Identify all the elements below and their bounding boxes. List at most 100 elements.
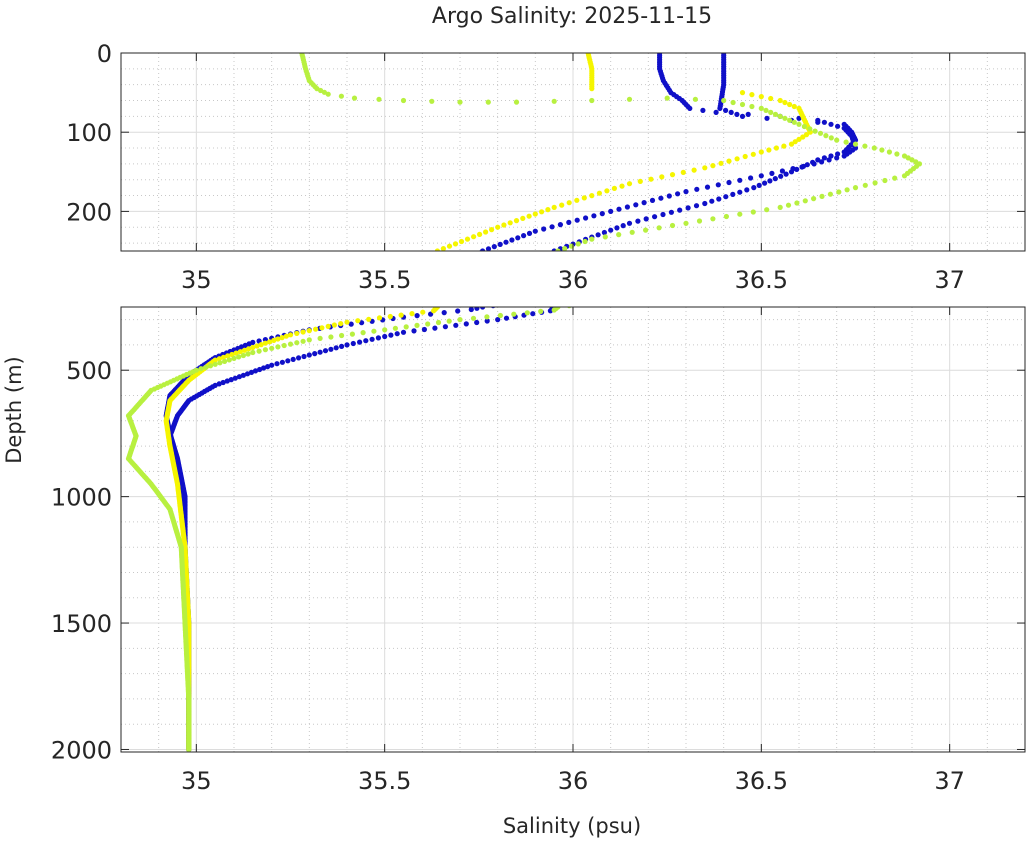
data-point bbox=[306, 337, 312, 343]
data-point bbox=[186, 746, 192, 752]
data-point bbox=[702, 165, 708, 171]
data-point bbox=[440, 246, 446, 251]
data-point bbox=[819, 193, 825, 199]
data-point bbox=[220, 379, 226, 386]
data-point bbox=[739, 90, 746, 96]
data-point bbox=[693, 203, 700, 209]
data-point bbox=[541, 226, 547, 232]
data-point bbox=[339, 343, 345, 349]
data-point bbox=[583, 215, 589, 221]
data-point bbox=[317, 335, 323, 341]
data-point bbox=[872, 180, 878, 186]
y-tick-label: 200 bbox=[66, 198, 112, 226]
data-point bbox=[589, 236, 595, 242]
lower-grid bbox=[120, 307, 1026, 752]
data-point bbox=[802, 198, 808, 204]
data-point bbox=[250, 344, 256, 351]
data-point bbox=[769, 170, 775, 176]
data-point bbox=[749, 103, 755, 110]
data-point bbox=[216, 356, 222, 362]
data-point bbox=[526, 230, 533, 236]
data-point bbox=[643, 216, 649, 222]
data-point bbox=[351, 95, 358, 101]
data-point bbox=[545, 207, 551, 213]
data-point bbox=[455, 308, 461, 314]
data-point bbox=[495, 317, 501, 323]
data-point bbox=[768, 109, 774, 115]
data-point bbox=[619, 183, 625, 189]
y-tick-label: 100 bbox=[66, 119, 112, 147]
data-point bbox=[287, 341, 294, 347]
data-point bbox=[823, 133, 829, 139]
data-point bbox=[281, 342, 287, 349]
data-point bbox=[241, 347, 248, 353]
data-point bbox=[457, 99, 463, 105]
data-point bbox=[611, 185, 618, 191]
data-point bbox=[787, 101, 793, 108]
data-point bbox=[834, 137, 840, 143]
data-point bbox=[828, 121, 834, 127]
data-point bbox=[233, 350, 239, 356]
data-point bbox=[821, 119, 828, 125]
data-point bbox=[322, 348, 329, 354]
data-point bbox=[766, 147, 772, 153]
data-point bbox=[348, 321, 354, 327]
data-point bbox=[828, 135, 834, 141]
data-point bbox=[198, 366, 204, 372]
data-point bbox=[608, 208, 614, 214]
data-point bbox=[232, 375, 238, 381]
data-point bbox=[817, 130, 824, 136]
data-point bbox=[589, 86, 595, 92]
data-point bbox=[624, 204, 631, 210]
data-point bbox=[562, 246, 568, 251]
data-point bbox=[728, 109, 734, 115]
data-point bbox=[252, 368, 259, 374]
data-point bbox=[602, 234, 608, 240]
data-point bbox=[420, 309, 426, 315]
data-point bbox=[477, 231, 483, 237]
data-point bbox=[480, 307, 486, 310]
data-point bbox=[258, 342, 264, 348]
data-point bbox=[792, 139, 798, 145]
data-point bbox=[659, 174, 665, 180]
data-point bbox=[434, 248, 440, 251]
data-point bbox=[246, 346, 252, 352]
data-point bbox=[772, 111, 779, 117]
data-point bbox=[441, 310, 447, 316]
data-point bbox=[338, 93, 344, 99]
data-point bbox=[882, 177, 888, 184]
data-point bbox=[521, 233, 527, 239]
data-point bbox=[726, 179, 732, 186]
data-point bbox=[852, 185, 859, 191]
data-point bbox=[520, 215, 526, 221]
data-point bbox=[734, 111, 740, 117]
data-point bbox=[713, 109, 719, 115]
x-tick-label: 36 bbox=[558, 266, 589, 294]
data-point bbox=[687, 105, 693, 111]
data-point bbox=[262, 347, 268, 353]
data-point bbox=[723, 194, 729, 200]
data-point bbox=[530, 311, 536, 317]
data-point bbox=[446, 243, 453, 249]
data-point bbox=[862, 143, 868, 149]
data-point bbox=[236, 354, 242, 360]
data-point bbox=[313, 326, 319, 332]
data-point bbox=[435, 319, 442, 326]
data-point bbox=[777, 204, 783, 210]
data-point bbox=[886, 149, 893, 155]
data-point bbox=[429, 98, 435, 104]
data-point bbox=[236, 374, 242, 380]
data-point bbox=[489, 227, 495, 233]
data-point bbox=[483, 229, 489, 235]
y-tick-label: 2000 bbox=[51, 736, 112, 764]
data-point bbox=[425, 321, 431, 327]
data-point bbox=[574, 217, 580, 223]
data-point bbox=[400, 97, 407, 104]
data-point bbox=[387, 313, 393, 320]
data-point bbox=[749, 92, 755, 98]
data-point bbox=[581, 195, 587, 201]
data-point bbox=[892, 175, 898, 181]
data-point bbox=[773, 145, 780, 151]
data-point bbox=[871, 145, 877, 151]
